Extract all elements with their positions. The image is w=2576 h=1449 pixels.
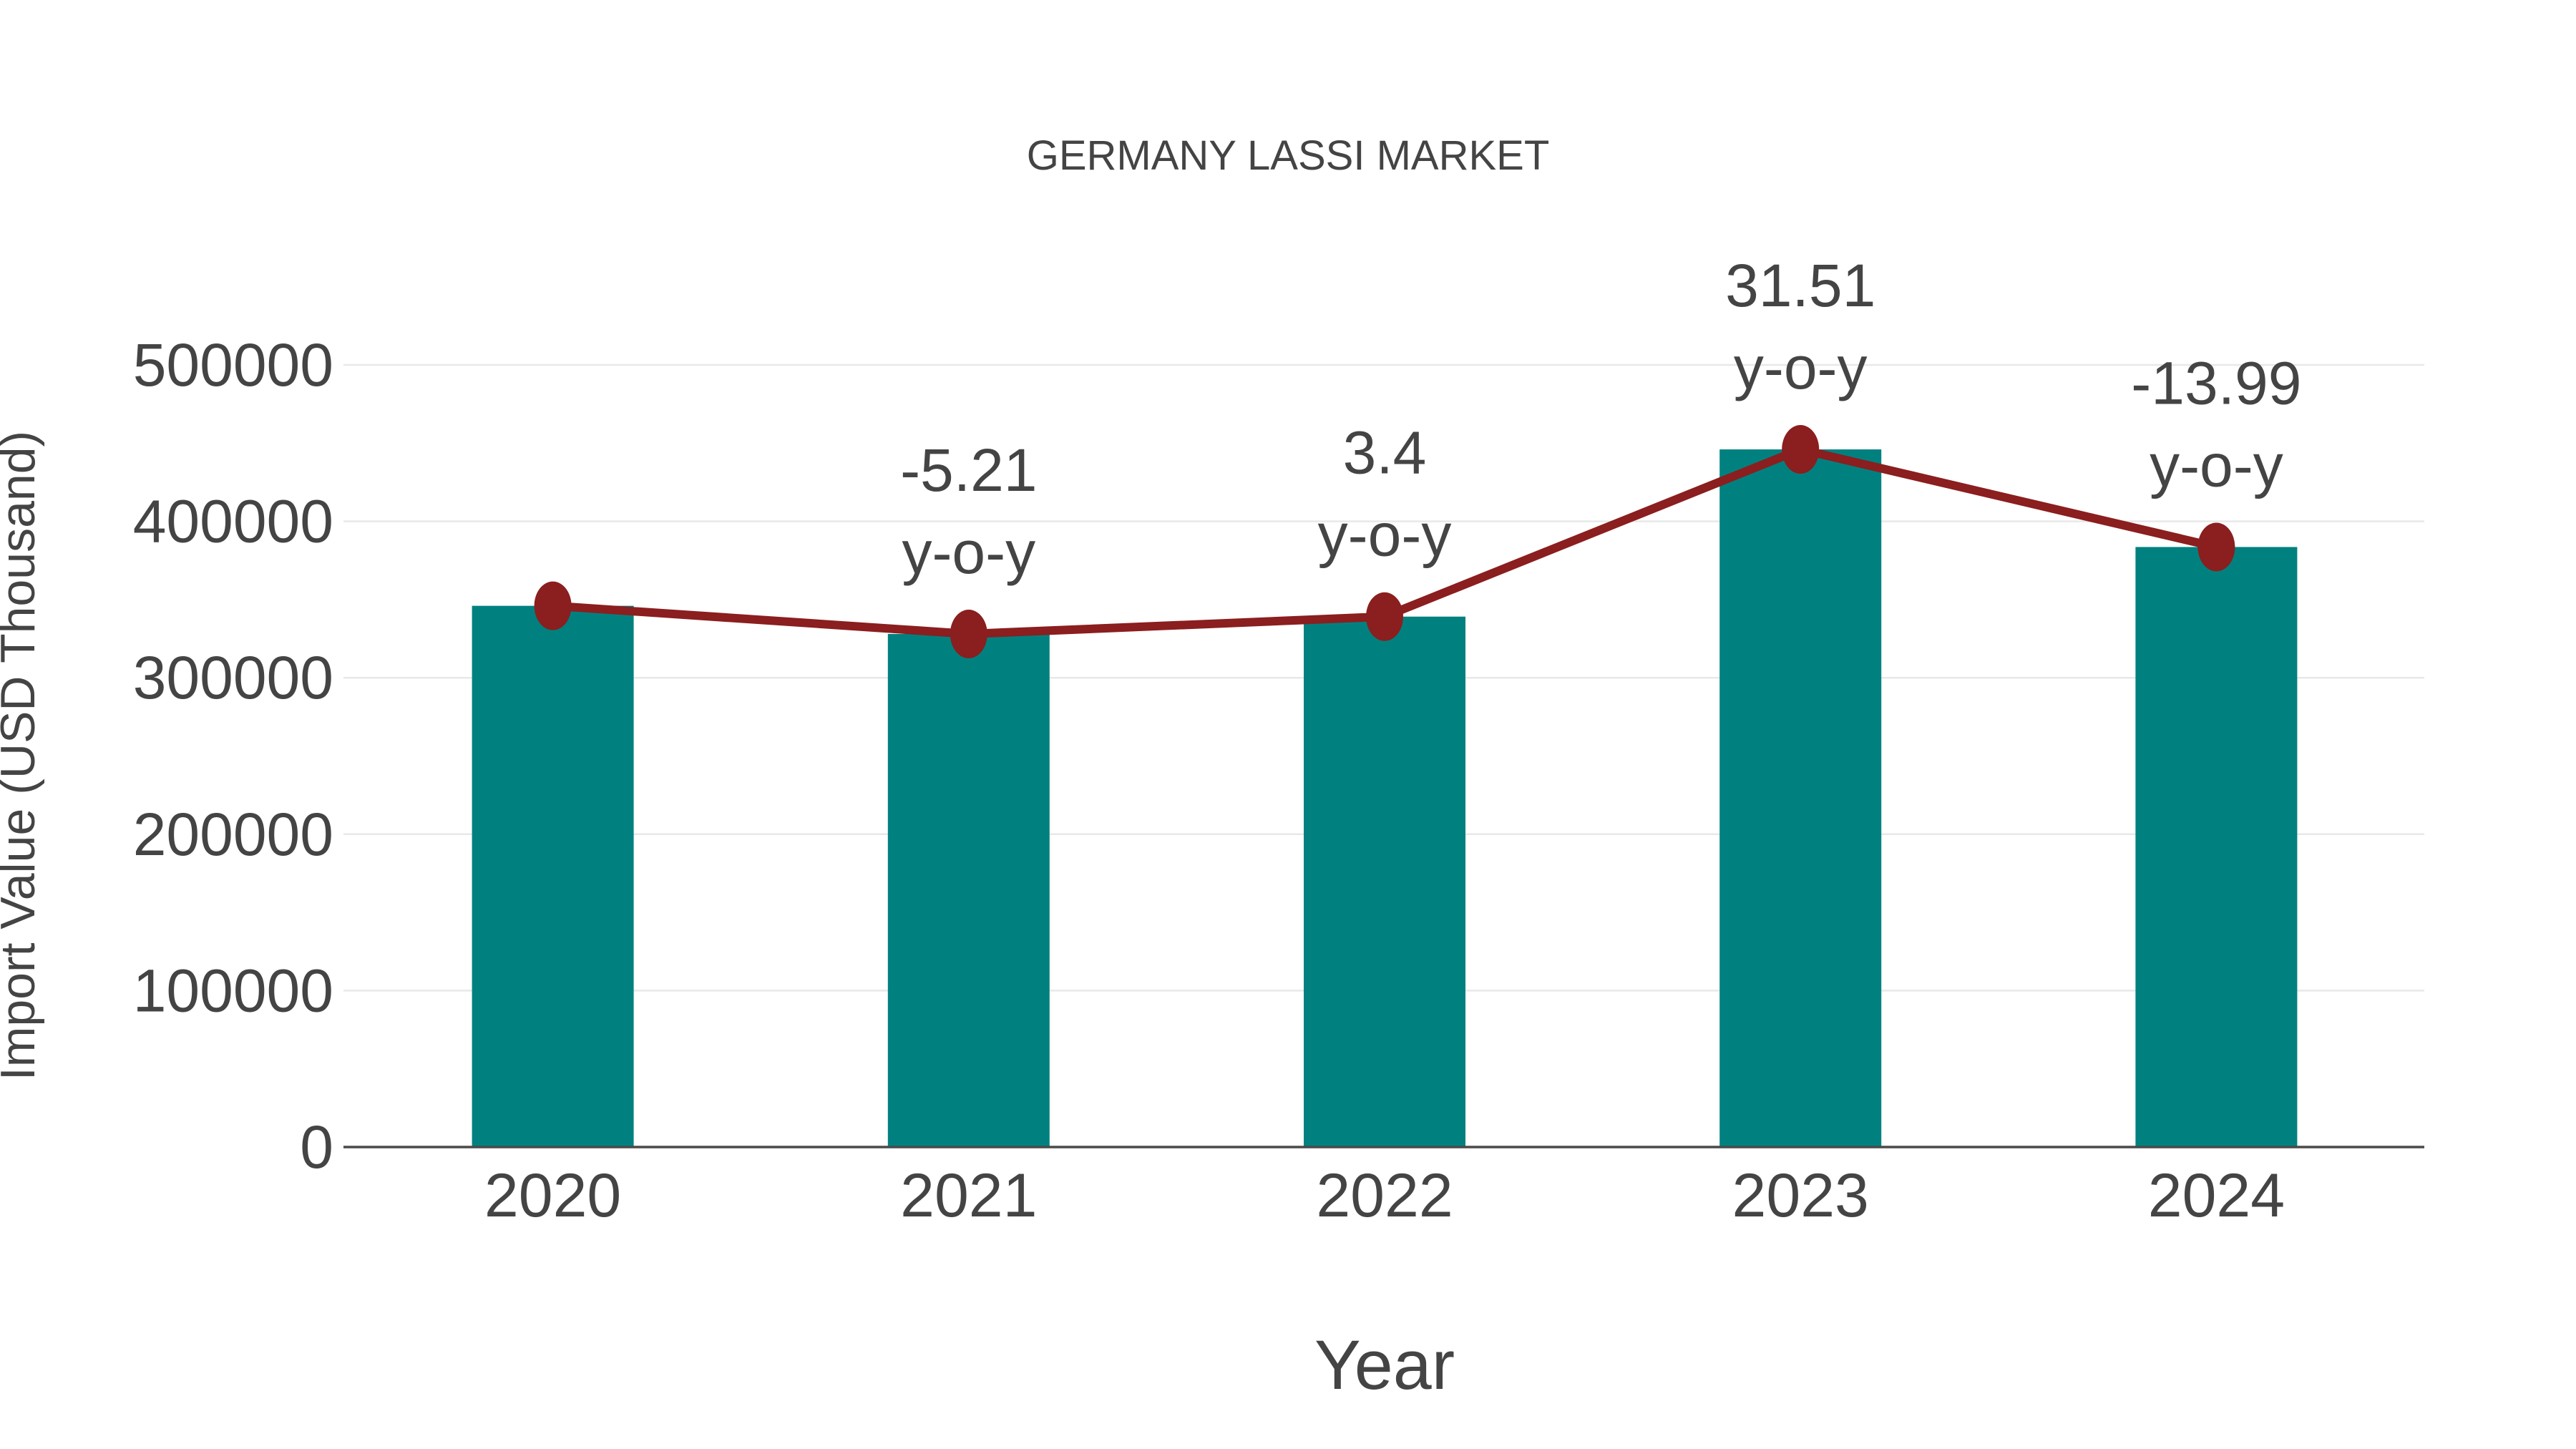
y-tick-label: 0: [300, 1113, 333, 1181]
x-axis-title: Year: [1314, 1326, 1455, 1404]
bar-2020: [472, 605, 634, 1147]
trend-marker-2021: [950, 609, 987, 658]
annotation-yoy-2023: y-o-y: [1734, 334, 1868, 401]
x-tick-label-2022: 2022: [1316, 1161, 1453, 1230]
x-tick-label-2021: 2021: [900, 1161, 1037, 1230]
y-axis-title: Import Value (USD Thousand): [0, 431, 45, 1080]
bar-2024: [2135, 547, 2298, 1147]
bar-2022: [1304, 616, 1465, 1147]
y-tick-label: 400000: [133, 488, 333, 555]
chart-title: GERMANY LASSI MARKET: [1027, 132, 1550, 179]
annotation-value-2022: 3.4: [1343, 419, 1427, 487]
annotation-value-2023: 31.51: [1725, 252, 1875, 319]
x-tick-label-2024: 2024: [2148, 1161, 2285, 1230]
chart-plot-layer: 0 100000 200000 300000 400000 500000 2020 2021 2…: [133, 252, 2424, 1230]
x-tick-label-2023: 2023: [1732, 1161, 1869, 1230]
bar-2023: [1719, 449, 1882, 1147]
annotation-yoy-2022: y-o-y: [1318, 502, 1452, 569]
y-tick-label: 100000: [133, 957, 333, 1024]
trend-marker-2023: [1782, 425, 1820, 474]
y-tick-label: 200000: [133, 801, 333, 868]
trend-marker-2022: [1366, 592, 1403, 641]
trend-marker-2024: [2197, 522, 2235, 572]
y-tick-label: 500000: [133, 331, 333, 399]
trend-marker-2020: [534, 581, 572, 630]
annotation-value-2021: -5.21: [900, 436, 1037, 504]
annotation-yoy-2021: y-o-y: [902, 519, 1035, 586]
x-tick-label-2020: 2020: [484, 1161, 621, 1230]
bar-2021: [887, 633, 1050, 1147]
annotation-yoy-2024: y-o-y: [2150, 431, 2283, 499]
y-tick-label: 300000: [133, 644, 333, 711]
annotation-value-2024: -13.99: [2131, 349, 2301, 416]
